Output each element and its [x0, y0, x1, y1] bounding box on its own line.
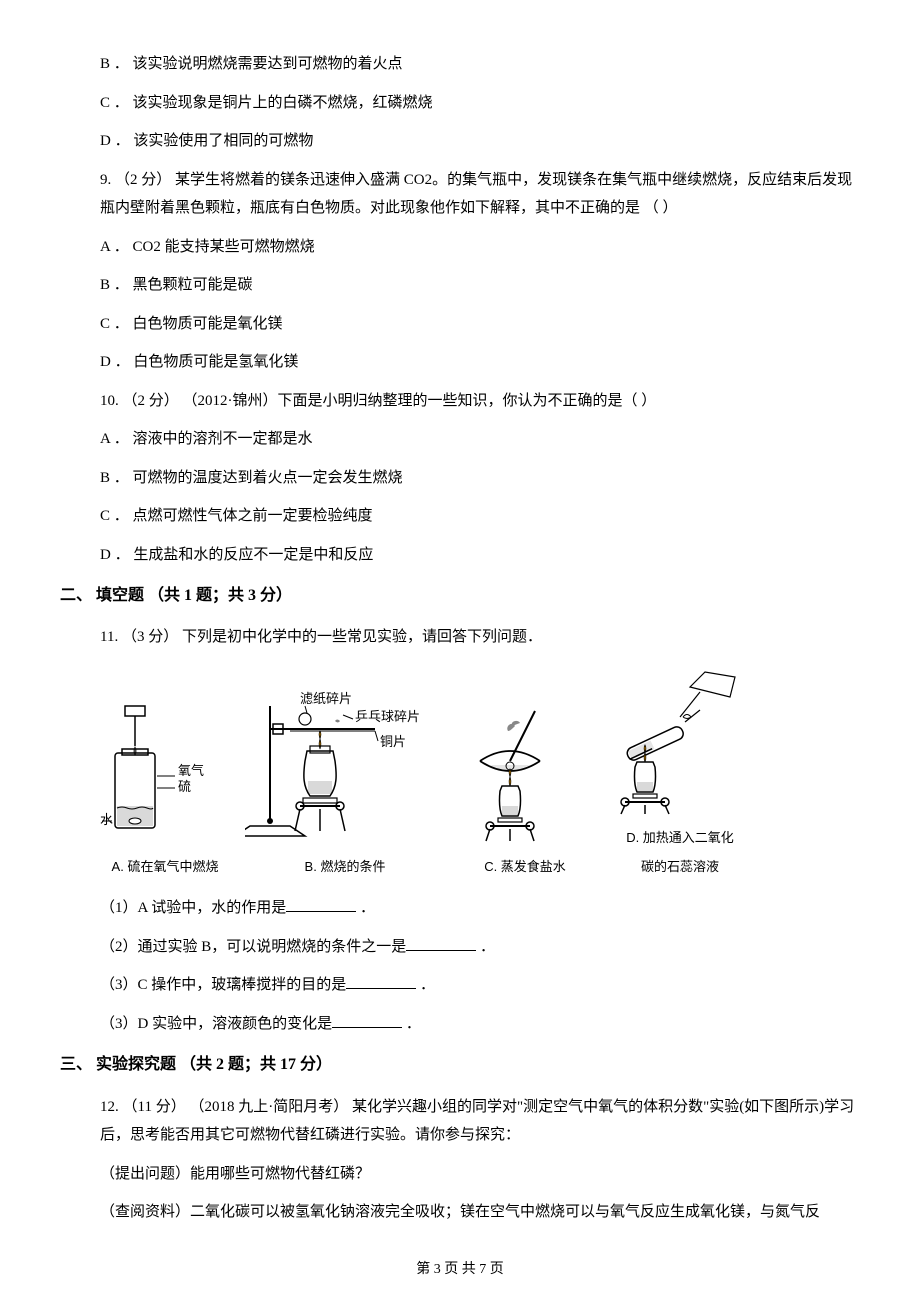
label-copper: 铜片: [380, 734, 406, 749]
figure-a: 氧气 硫 水 A. 硫在氧气中燃烧: [100, 691, 230, 880]
figure-b: 滤纸碎片 乒乓球碎片 铜片 B. 燃烧的条件: [245, 691, 445, 880]
q9-stem: 9. （2 分） 某学生将燃着的镁条迅速伸入盛满 CO2。的集气瓶中，发现镁条在…: [60, 166, 860, 223]
blank-1[interactable]: [286, 897, 356, 912]
figure-d-caption-1: D. 加热通入二氧化: [605, 826, 755, 851]
q11-sub3-post: ．: [416, 977, 435, 993]
blank-4[interactable]: [332, 1013, 402, 1028]
q9-option-d: D ． 白色物质可能是氢氧化镁: [60, 348, 860, 377]
label-water: 水: [100, 812, 113, 827]
section2-header: 二、 填空题 （共 1 题；共 3 分）: [60, 581, 860, 611]
q12-sub1: （提出问题）能用哪些可燃物代替红磷？: [60, 1160, 860, 1189]
q11-sub4-pre: （3）D 实验中，溶液颜色的变化是: [100, 1016, 332, 1032]
figure-d: D. 加热通入二氧化 碳的石蕊溶液: [605, 662, 755, 879]
q8-option-b: B ． 该实验说明燃烧需要达到可燃物的着火点: [60, 50, 860, 79]
q11-sub1-post: ．: [356, 900, 375, 916]
figure-c-caption: C. 蒸发食盐水: [460, 855, 590, 880]
q11-sub4-post: ．: [402, 1016, 421, 1032]
blank-3[interactable]: [346, 974, 416, 989]
q11-sub3: （3）C 操作中，玻璃棒搅拌的目的是 ．: [60, 971, 860, 1000]
q11-stem: 11. （3 分） 下列是初中化学中的一些常见实验，请回答下列问题．: [60, 623, 860, 652]
figure-a-caption: A. 硫在氧气中燃烧: [100, 855, 230, 880]
q12-stem: 12. （11 分） （2018 九上·简阳月考） 某化学兴趣小组的同学对"测定…: [60, 1093, 860, 1150]
label-sulfur: 硫: [178, 779, 191, 794]
q12-sub2: （查阅资料）二氧化碳可以被氢氧化钠溶液完全吸收；镁在空气中燃烧可以与氧气反应生成…: [60, 1198, 860, 1227]
q9-option-c: C ． 白色物质可能是氧化镁: [60, 310, 860, 339]
q11-sub2: （2）通过实验 B，可以说明燃烧的条件之一是 ．: [60, 933, 860, 962]
q8-option-c: C ． 该实验现象是铜片上的白磷不燃烧，红磷燃烧: [60, 89, 860, 118]
label-pingpong: 乒乓球碎片: [355, 709, 420, 724]
q10-option-d: D ． 生成盐和水的反应不一定是中和反应: [60, 541, 860, 570]
q8-option-d: D ． 该实验使用了相同的可燃物: [60, 127, 860, 156]
label-oxygen: 氧气: [178, 763, 204, 778]
q11-sub1: （1）A 试验中，水的作用是 ．: [60, 894, 860, 923]
label-filter-paper: 滤纸碎片: [300, 691, 352, 706]
q9-option-b: B ． 黑色颗粒可能是碳: [60, 271, 860, 300]
page-footer: 第 3 页 共 7 页: [60, 1257, 860, 1284]
q10-option-a: A ． 溶液中的溶剂不一定都是水: [60, 425, 860, 454]
q10-option-b: B ． 可燃物的温度达到着火点一定会发生燃烧: [60, 464, 860, 493]
q10-stem: 10. （2 分） （2012·锦州）下面是小明归纳整理的一些知识，你认为不正确…: [60, 387, 860, 416]
q9-option-a: A ． CO2 能支持某些可燃物燃烧: [60, 233, 860, 262]
figure-d-caption-2: 碳的石蕊溶液: [605, 855, 755, 880]
q11-sub2-pre: （2）通过实验 B，可以说明燃烧的条件之一是: [100, 939, 406, 955]
q10-option-c: C ． 点燃可燃性气体之前一定要检验纯度: [60, 502, 860, 531]
q11-figures: 氧气 硫 水 A. 硫在氧气中燃烧 滤纸碎片 乒乓球碎片 铜片: [60, 662, 860, 879]
q11-sub3-pre: （3）C 操作中，玻璃棒搅拌的目的是: [100, 977, 346, 993]
figure-b-caption: B. 燃烧的条件: [245, 855, 445, 880]
q11-sub1-pre: （1）A 试验中，水的作用是: [100, 900, 286, 916]
q11-sub4: （3）D 实验中，溶液颜色的变化是 ．: [60, 1010, 860, 1039]
q11-sub2-post: ．: [476, 939, 495, 955]
figure-c: C. 蒸发食盐水: [460, 691, 590, 880]
section3-header: 三、 实验探究题 （共 2 题；共 17 分）: [60, 1050, 860, 1080]
blank-2[interactable]: [406, 936, 476, 951]
